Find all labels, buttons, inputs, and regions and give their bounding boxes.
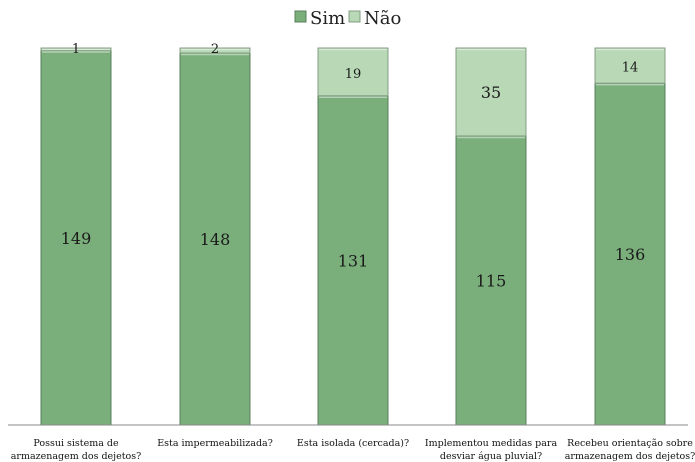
bar-sim <box>40 50 112 426</box>
bar-nao <box>455 47 527 137</box>
data-label: 131 <box>338 251 369 270</box>
bar-sim <box>594 82 666 426</box>
legend-label: Sim <box>310 8 345 29</box>
data-label: 115 <box>476 271 507 290</box>
category-label: Possui sistema de armazenagem dos dejetos… <box>11 438 142 462</box>
data-label: 19 <box>345 67 362 82</box>
legend-swatch-no <box>348 10 361 23</box>
legend: Sim Não <box>294 8 401 29</box>
legend-label: Não <box>364 8 401 29</box>
bar-nao <box>594 47 666 84</box>
bar-nao <box>40 47 112 52</box>
bar-sim <box>317 95 389 426</box>
bars-group: 149 1 148 2 131 19 115 35 136 14 <box>40 42 666 426</box>
data-label: 1 <box>72 42 80 57</box>
category-label: Esta impermeabilizada? <box>157 438 273 449</box>
data-label: 35 <box>481 83 501 102</box>
data-label: 148 <box>200 230 231 249</box>
bar-sim <box>179 52 251 426</box>
legend-swatch-sim <box>294 10 307 23</box>
data-label: 136 <box>615 245 646 264</box>
data-label: 149 <box>61 229 92 248</box>
bar-nao <box>317 47 389 97</box>
category-labels: Possui sistema de armazenagem dos dejetos… <box>11 438 695 462</box>
bar-nao <box>179 47 251 54</box>
category-label: Esta isolada (cercada)? <box>297 438 409 449</box>
data-label: 2 <box>211 42 219 57</box>
data-label: 14 <box>622 61 639 76</box>
category-label: Recebeu orientação sobre armazenagem dos … <box>565 438 695 462</box>
category-label: Implementou medidas para desviar água plu… <box>425 438 558 462</box>
